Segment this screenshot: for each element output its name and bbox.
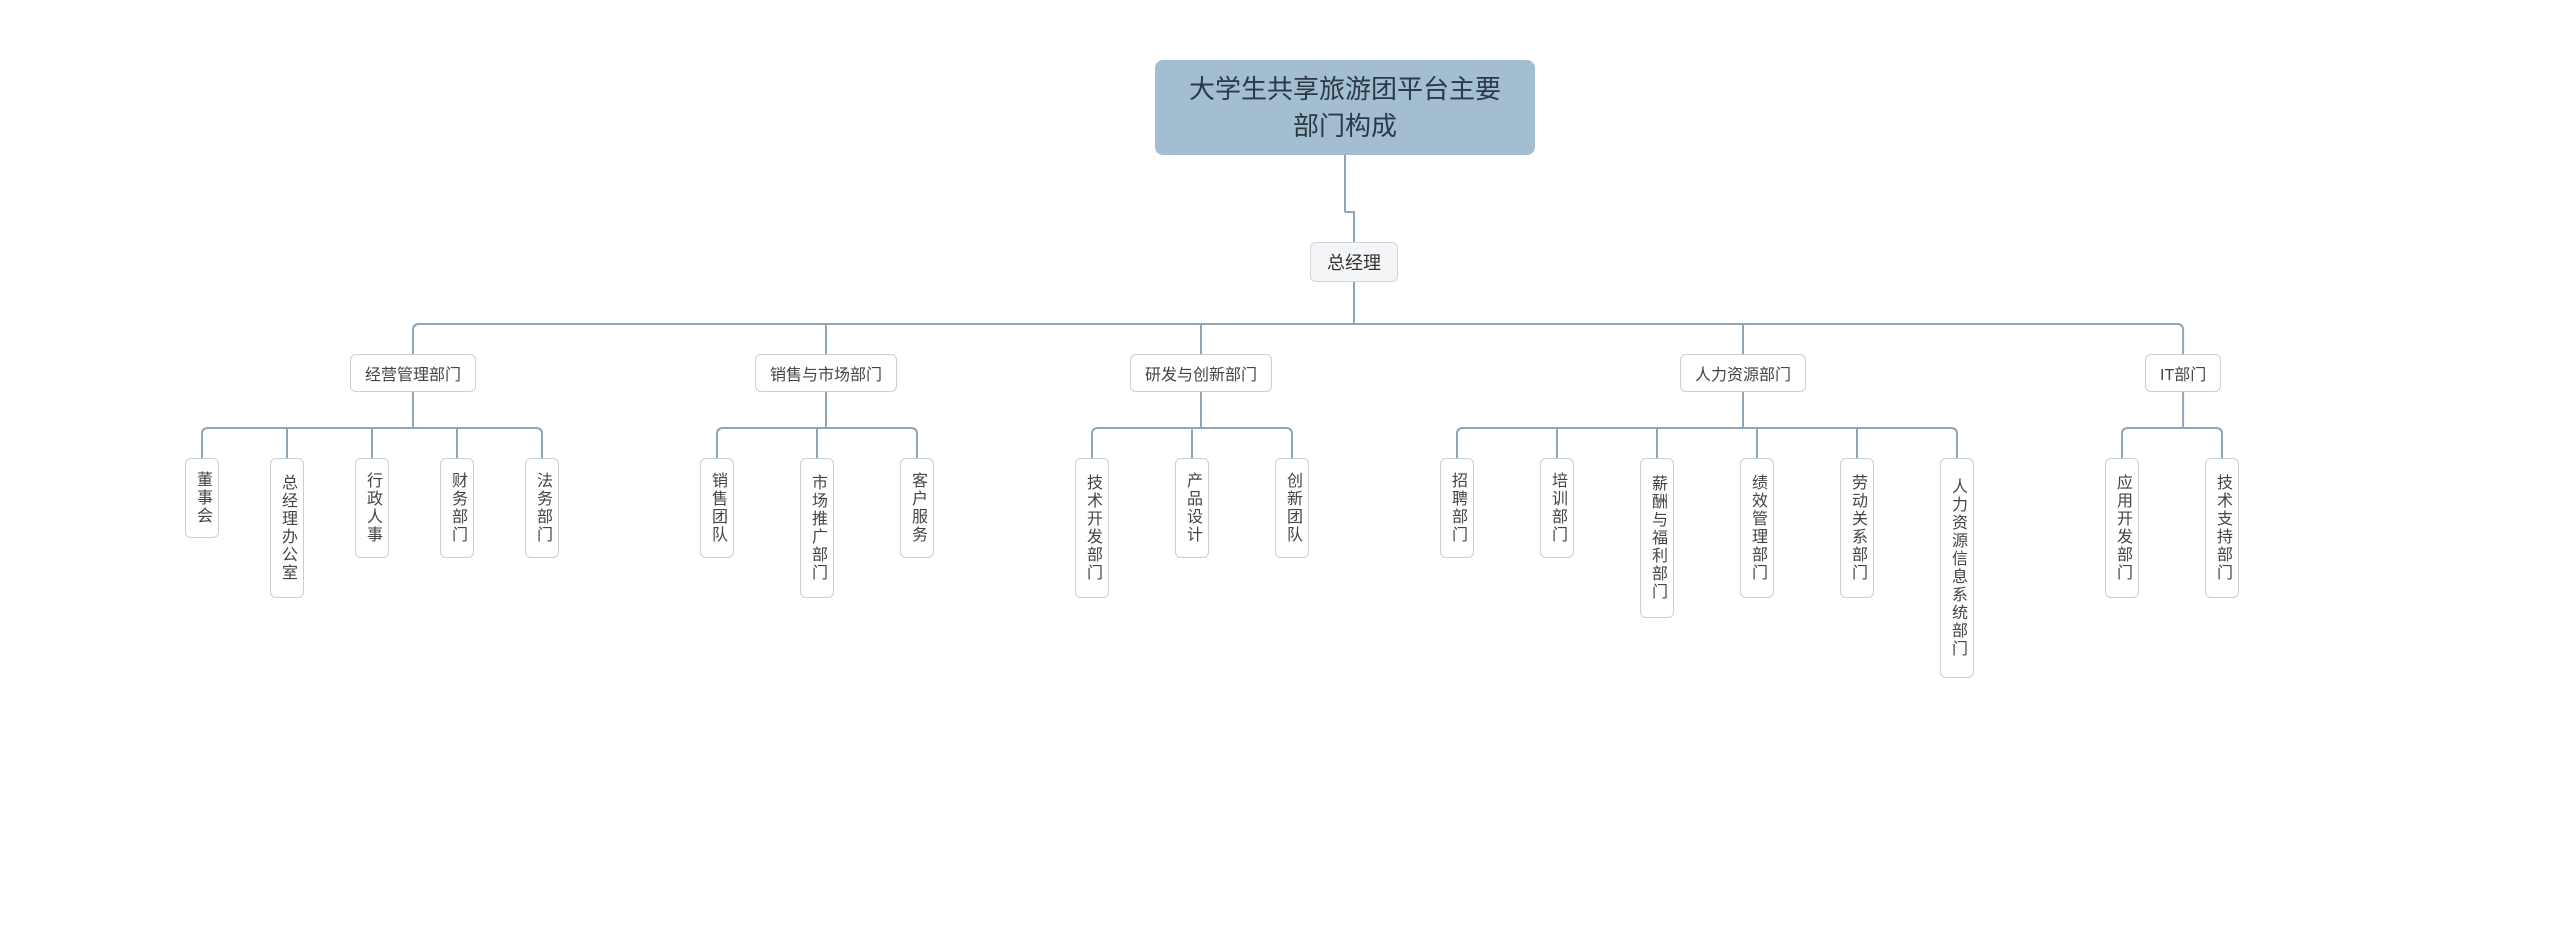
dept-node: 经营管理部门	[350, 354, 476, 392]
gm-node: 总经理	[1310, 242, 1398, 282]
leaf-node: 培训部门	[1540, 458, 1574, 558]
leaf-node: 董事会	[185, 458, 219, 538]
leaf-node: 财务部门	[440, 458, 474, 558]
leaf-node: 客户服务	[900, 458, 934, 558]
org-chart: 大学生共享旅游团平台主要部门构成总经理经营管理部门董事会 总经理办公室 行政人事 财务…	[0, 0, 2560, 944]
leaf-node: 技术开发部门	[1075, 458, 1109, 598]
leaf-node: 劳动关系部门	[1840, 458, 1874, 598]
dept-node: 销售与市场部门	[755, 354, 897, 392]
leaf-node: 创新团队	[1275, 458, 1309, 558]
leaf-node: 人力资源信息系统部门	[1940, 458, 1974, 678]
leaf-node: 产品设计	[1175, 458, 1209, 558]
leaf-node: 法务部门	[525, 458, 559, 558]
dept-node: 研发与创新部门	[1130, 354, 1272, 392]
leaf-node: 销售团队	[700, 458, 734, 558]
leaf-node: 应用开发部门	[2105, 458, 2139, 598]
leaf-node: 技术支持部门	[2205, 458, 2239, 598]
root-node: 大学生共享旅游团平台主要部门构成	[1155, 60, 1535, 155]
leaf-node: 绩效管理部门	[1740, 458, 1774, 598]
leaf-node: 市场推广部门	[800, 458, 834, 598]
dept-node: 人力资源部门	[1680, 354, 1806, 392]
leaf-node: 招聘部门	[1440, 458, 1474, 558]
leaf-node: 行政人事	[355, 458, 389, 558]
leaf-node: 总经理办公室	[270, 458, 304, 598]
leaf-node: 薪酬与福利部门	[1640, 458, 1674, 618]
dept-node: IT部门	[2145, 354, 2221, 392]
